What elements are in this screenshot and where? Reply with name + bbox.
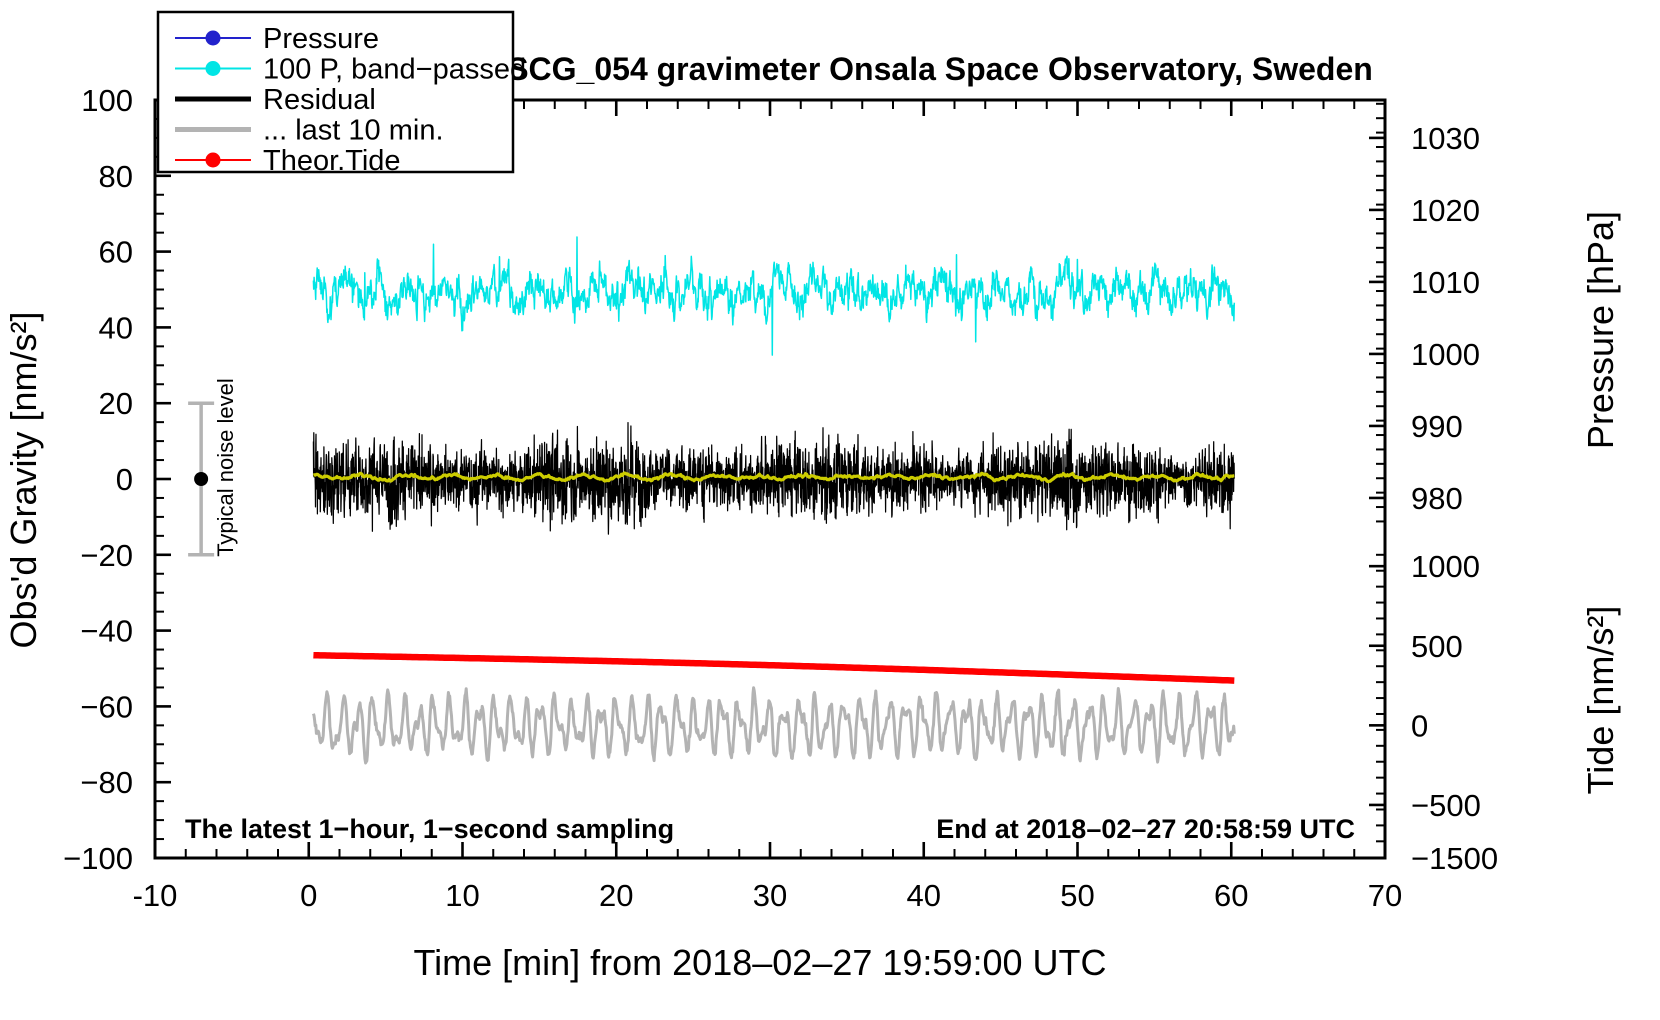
- noise-level-label: Typical noise level: [213, 378, 238, 557]
- x-tick-label: 50: [1060, 878, 1094, 913]
- pressure-tick-label: 1030: [1411, 121, 1480, 156]
- series-pressure-bandpassed: [312, 236, 1236, 356]
- y-tick-label: 80: [99, 159, 133, 194]
- x-tick-label: 20: [599, 878, 633, 913]
- legend-item-0[interactable]: Pressure: [175, 23, 379, 55]
- sampling-note: The latest 1−hour, 1−second sampling: [185, 814, 674, 844]
- legend-item-4[interactable]: Theor.Tide: [175, 145, 401, 177]
- x-tick-label: 10: [445, 878, 479, 913]
- noise-center-dot: [194, 472, 209, 486]
- plot-frame: -10 0 10 20 30 40 50 60 70100806040200−20−40−60−…: [63, 83, 1498, 913]
- y-tick-label: −80: [80, 765, 133, 800]
- legend-item-2[interactable]: Residual: [175, 84, 376, 116]
- legend-marker-dot: [205, 152, 221, 168]
- tide-tick-label: 500: [1411, 629, 1463, 664]
- pressure-tick-label: 990: [1411, 409, 1463, 444]
- legend-marker-dot: [205, 61, 221, 76]
- y-axis-title-pressure: Pressure [hPa]: [1580, 211, 1621, 449]
- tide-tick-label: 0: [1411, 708, 1428, 743]
- y-tick-label: 20: [99, 386, 133, 421]
- y-tick-label: 60: [99, 235, 133, 270]
- y-tick-label: 0: [116, 462, 133, 497]
- x-tick-label: 40: [907, 878, 941, 913]
- page-title: SCG_054 gravimeter Onsala Space Observat…: [507, 51, 1373, 87]
- end-time-note: End at 2018–02–27 20:58:59 UTC: [936, 814, 1355, 844]
- tide-tick-label: 1000: [1411, 549, 1480, 584]
- x-tick-label: 0: [300, 878, 317, 913]
- legend-label: Theor.Tide: [263, 145, 401, 177]
- y-tick-label: −40: [80, 614, 133, 649]
- legend-marker-dot: [205, 30, 221, 46]
- y-axis-title-left: Obs'd Gravity [nm/s²]: [3, 312, 44, 649]
- y-tick-label: 40: [99, 310, 133, 345]
- series-last-10-min: [311, 686, 1236, 765]
- series-theoretical-tide: [312, 651, 1236, 684]
- tide-tick-label: −500: [1411, 788, 1481, 823]
- legend-label: 100 P, band−passed: [263, 54, 526, 86]
- typical-noise-level-annotation: Typical noise level: [188, 378, 238, 557]
- x-tick-label: 70: [1368, 878, 1402, 913]
- x-axis-title: Time [min] from 2018–02–27 19:59:00 UTC: [413, 942, 1106, 983]
- y-tick-label: −60: [80, 689, 133, 724]
- x-tick-label: 30: [753, 878, 787, 913]
- y-tick-label: −20: [80, 538, 133, 573]
- y-tick-label: −100: [63, 841, 133, 876]
- legend-label: ... last 10 min.: [263, 115, 444, 147]
- pressure-tick-label: 1020: [1411, 193, 1480, 228]
- data-series-layer: [311, 236, 1236, 765]
- pressure-tick-label: 980: [1411, 481, 1463, 516]
- x-tick-label: 60: [1214, 878, 1248, 913]
- series-residual-smoothed: [312, 471, 1235, 484]
- pressure-tick-label: 1010: [1411, 265, 1480, 300]
- legend-item-3[interactable]: ... last 10 min.: [175, 115, 444, 147]
- legend-label: Pressure: [263, 23, 379, 55]
- tide-tick-label: −1500: [1411, 841, 1498, 876]
- legend-label: Residual: [263, 84, 376, 116]
- x-tick-label: -10: [133, 878, 178, 913]
- y-tick-label: 100: [81, 83, 133, 118]
- y-axis-title-tide: Tide [nm/s²]: [1580, 606, 1621, 795]
- pressure-tick-label: 1000: [1411, 337, 1480, 372]
- legend-item-1[interactable]: 100 P, band−passed: [175, 54, 526, 86]
